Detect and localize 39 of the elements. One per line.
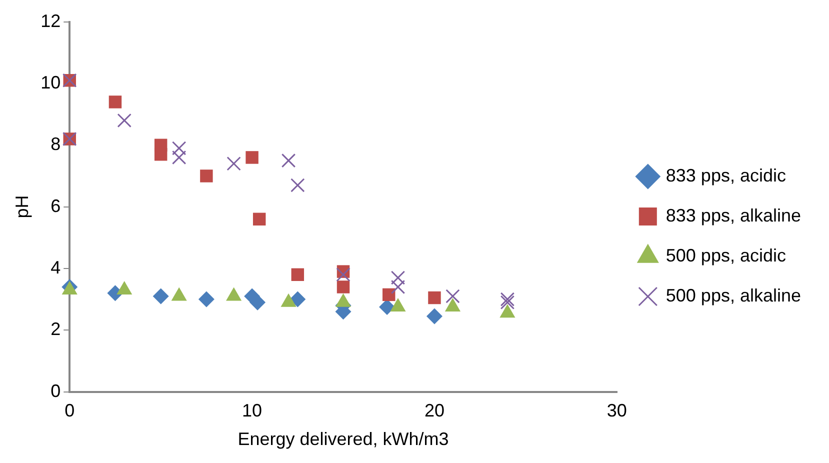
- point: [379, 299, 396, 316]
- x-tick-label: 20: [424, 400, 444, 421]
- y-tick-label: 8: [50, 134, 61, 154]
- point: [152, 288, 169, 304]
- y-tick-label: 6: [50, 196, 61, 216]
- legend-label: 500 pps, acidic: [666, 245, 786, 266]
- point: [446, 289, 460, 304]
- legend-label: 833 pps, acidic: [666, 165, 786, 186]
- y-tick-label: 2: [50, 319, 61, 340]
- x-axis-title: Energy delivered, kWh/m3: [238, 429, 449, 450]
- y-tick-label: 0: [50, 380, 61, 401]
- point: [336, 280, 350, 294]
- point: [281, 153, 296, 168]
- legend-label: 500 pps, alkaline: [666, 285, 802, 306]
- point: [291, 268, 304, 281]
- legend-label: 833 pps, alkaline: [666, 205, 802, 226]
- x-tick-label: 10: [242, 400, 262, 421]
- point: [117, 113, 132, 128]
- point: [154, 148, 168, 161]
- point: [252, 212, 266, 226]
- point: [336, 268, 350, 282]
- y-tick-label: 10: [40, 72, 61, 92]
- y-axis-title: pH: [12, 195, 32, 218]
- y-tick-label: 12: [40, 10, 61, 31]
- point: [246, 151, 258, 164]
- point: [226, 156, 241, 171]
- point: [500, 292, 515, 306]
- point: [108, 96, 122, 108]
- point: [382, 288, 396, 302]
- x-tick-label: 30: [606, 400, 627, 421]
- point: [500, 295, 515, 310]
- x-tick-label: 0: [64, 400, 75, 421]
- y-tick-label: 4: [50, 257, 61, 278]
- point: [428, 291, 441, 304]
- point: [290, 178, 305, 192]
- point: [290, 291, 306, 308]
- point: [198, 291, 214, 308]
- point: [426, 308, 442, 324]
- point: [200, 170, 213, 182]
